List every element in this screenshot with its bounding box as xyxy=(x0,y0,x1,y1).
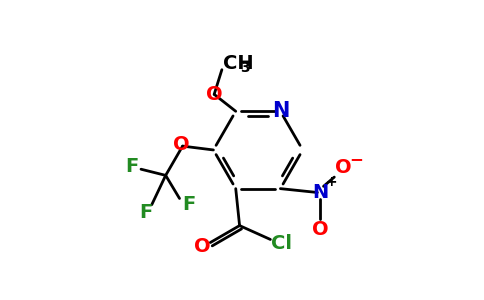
Text: O: O xyxy=(312,220,329,239)
Text: F: F xyxy=(139,203,152,222)
Text: O: O xyxy=(194,237,211,256)
Text: 3: 3 xyxy=(240,61,250,75)
Text: O: O xyxy=(206,85,223,104)
Text: CH: CH xyxy=(224,54,254,73)
Text: F: F xyxy=(125,157,138,175)
Text: F: F xyxy=(182,195,196,214)
Text: +: + xyxy=(325,175,337,189)
Text: N: N xyxy=(312,183,329,202)
Text: O: O xyxy=(173,135,189,154)
Text: −: − xyxy=(349,150,363,168)
Text: O: O xyxy=(335,158,352,177)
Text: Cl: Cl xyxy=(272,234,292,253)
Text: N: N xyxy=(272,101,289,121)
